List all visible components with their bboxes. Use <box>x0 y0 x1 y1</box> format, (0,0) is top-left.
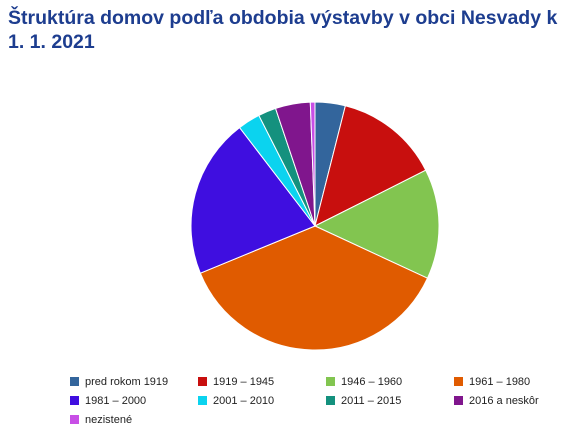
legend-label: pred rokom 1919 <box>85 375 169 388</box>
legend-label: 2011 – 2015 <box>341 394 402 407</box>
legend-item[interactable]: 2016 a neskôr <box>454 392 570 409</box>
legend-label: nezistené <box>85 413 133 426</box>
legend-item[interactable]: 2011 – 2015 <box>326 392 454 409</box>
pie-chart <box>190 101 440 351</box>
pie-slice-4[interactable] <box>199 225 429 351</box>
legend-swatch <box>70 415 79 424</box>
legend-item[interactable]: 1981 – 2000 <box>70 392 198 409</box>
pie-slice-3[interactable] <box>313 169 440 279</box>
pie-slice-5[interactable] <box>190 126 316 274</box>
legend-swatch <box>70 377 79 386</box>
legend-swatch <box>454 377 463 386</box>
legend-item[interactable]: 1961 – 1980 <box>454 373 570 390</box>
legend-swatch <box>326 377 335 386</box>
legend-item[interactable]: nezistené <box>70 411 198 428</box>
legend-item[interactable]: 1946 – 1960 <box>326 373 454 390</box>
legend-label: 2001 – 2010 <box>213 394 275 407</box>
legend-item[interactable]: 1919 – 1945 <box>198 373 326 390</box>
legend-label: 1981 – 2000 <box>85 394 147 407</box>
legend-swatch <box>454 396 463 405</box>
legend-label: 1919 – 1945 <box>213 375 275 388</box>
chart-title: Štruktúra domov podľa obdobia výstavby v… <box>8 7 558 53</box>
legend-swatch <box>326 396 335 405</box>
pie-slice-2[interactable] <box>314 105 427 227</box>
legend-swatch <box>198 396 207 405</box>
legend-label: 2016 a neskôr <box>469 394 539 407</box>
legend-swatch <box>198 377 207 386</box>
chart-legend: pred rokom 1919 1919 – 1945 1946 – 1960 196… <box>70 373 570 428</box>
legend-item[interactable]: pred rokom 1919 <box>70 373 198 390</box>
legend-label: 1961 – 1980 <box>469 375 531 388</box>
pie-slice-9[interactable] <box>309 101 316 227</box>
legend-item[interactable]: 2001 – 2010 <box>198 392 326 409</box>
legend-swatch <box>70 396 79 405</box>
legend-label: 1946 – 1960 <box>341 375 403 388</box>
